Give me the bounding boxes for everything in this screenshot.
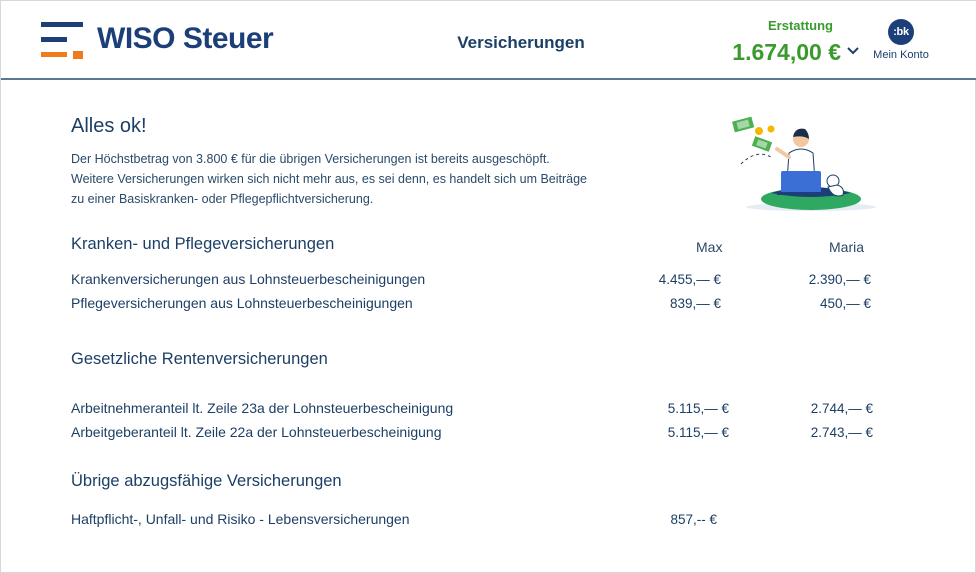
row-label-employee-share[interactable]: Arbeitnehmeranteil lt. Zeile 23a der Loh… bbox=[71, 400, 454, 416]
section-title-other: Übrige abzugsfähige Versicherungen bbox=[71, 472, 342, 490]
logo-mark-icon bbox=[41, 21, 85, 59]
value-maria-employer-share: 2.743,— € bbox=[810, 425, 873, 440]
column-header-maria: Maria bbox=[829, 239, 865, 255]
value-max-liability-insurance: 857,-- € bbox=[670, 512, 717, 527]
value-max-health-insurance: 4.455,— € bbox=[658, 272, 721, 287]
value-max-employer-share: 5.115,— € bbox=[667, 425, 729, 440]
person-with-laptop-illustration bbox=[732, 116, 876, 211]
section-title-pension: Gesetzliche Rentenversicherungen bbox=[71, 350, 328, 368]
status-title: Alles ok! bbox=[71, 115, 147, 137]
section-title-health: Kranken- und Pflegeversicherungen bbox=[71, 235, 335, 253]
row-label-liability-insurance[interactable]: Haftpflicht-, Unfall- und Risiko - Leben… bbox=[71, 511, 410, 527]
avatar: :bk bbox=[888, 19, 914, 45]
value-maria-employee-share: 2.744,— € bbox=[810, 401, 873, 416]
status-text: Der Höchstbetrag von 3.800 € für die übr… bbox=[71, 152, 588, 206]
value-maria-health-insurance: 2.390,— € bbox=[808, 272, 871, 287]
value-maria-care-insurance: 450,— € bbox=[819, 296, 871, 311]
refund-label: Erstattung bbox=[768, 18, 833, 33]
column-header-max: Max bbox=[696, 239, 723, 255]
account-label: Mein Konto bbox=[873, 49, 929, 61]
value-max-employee-share: 5.115,— € bbox=[667, 401, 729, 416]
header: WISO Steuer Versicherungen Erstattung 1.… bbox=[1, 1, 976, 80]
refund-summary[interactable]: Erstattung 1.674,00 € bbox=[701, 18, 841, 66]
row-label-employer-share[interactable]: Arbeitgeberanteil lt. Zeile 22a der Lohn… bbox=[71, 424, 442, 440]
row-label-health-insurance[interactable]: Krankenversicherungen aus Lohnsteuerbesc… bbox=[71, 271, 426, 287]
account-menu[interactable]: :bk Mein Konto bbox=[867, 19, 935, 61]
value-max-care-insurance: 839,— € bbox=[669, 296, 721, 311]
chevron-down-icon[interactable] bbox=[846, 45, 860, 57]
row-label-care-insurance[interactable]: Pflegeversicherungen aus Lohnsteuerbesch… bbox=[71, 295, 413, 311]
logo-text: WISO Steuer bbox=[97, 22, 274, 55]
wiso-logo[interactable]: WISO Steuer bbox=[41, 21, 281, 61]
page-title: Versicherungen bbox=[457, 33, 585, 52]
refund-amount: 1.674,00 € bbox=[732, 39, 841, 65]
